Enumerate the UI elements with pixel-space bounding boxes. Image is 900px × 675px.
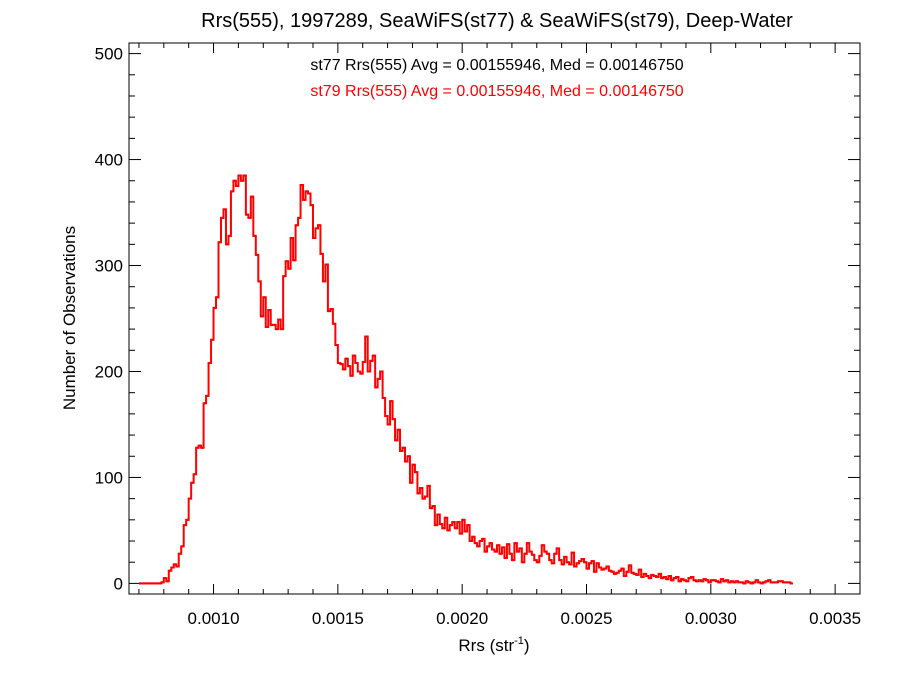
y-tick-label: 200 [95, 362, 123, 381]
y-tick-label: 400 [95, 151, 123, 170]
x-tick-label: 0.0010 [188, 609, 240, 628]
chart-title: Rrs(555), 1997289, SeaWiFS(st77) & SeaWi… [201, 10, 793, 32]
y-tick-label: 0 [114, 574, 123, 593]
series-layer [138, 174, 793, 585]
x-tick-label: 0.0030 [685, 609, 737, 628]
x-axis-title-main: Rrs (str [458, 636, 514, 655]
x-axis-title: Rrs (str-1) [458, 635, 529, 655]
x-axis-ticks: 0.0010 0.0015 0.0020 0.0025 0.0030 0.0035 [138, 43, 861, 628]
series-st79 [138, 174, 793, 585]
y-axis-ticks: 0 100 200 300 400 500 [95, 45, 860, 593]
st77-stats-label: st77 Rrs(555) Avg = 0.00155946, Med = 0.… [310, 57, 683, 74]
st79-step-line [138, 174, 793, 585]
y-tick-label: 100 [95, 468, 123, 487]
y-tick-label: 300 [95, 257, 123, 276]
x-tick-label: 0.0020 [436, 609, 488, 628]
x-axis-title-close: ) [524, 636, 530, 655]
st79-stats-label: st79 Rrs(555) Avg = 0.00155946, Med = 0.… [310, 83, 683, 100]
x-tick-label: 0.0025 [560, 609, 612, 628]
x-axis-title-superscript: -1 [514, 635, 524, 647]
x-tick-label: 0.0035 [809, 609, 861, 628]
y-tick-label: 500 [95, 45, 123, 64]
x-tick-label: 0.0015 [312, 609, 364, 628]
plot-frame [128, 42, 861, 595]
y-axis-title: Number of Observations [60, 226, 79, 410]
